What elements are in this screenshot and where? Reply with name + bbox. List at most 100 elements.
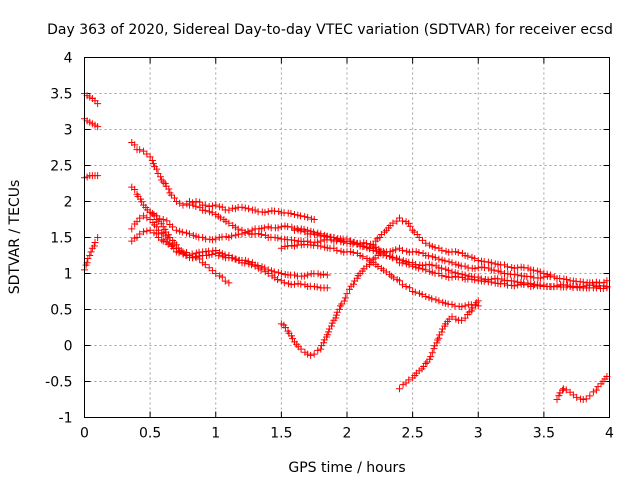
data-point-interp: [228, 254, 236, 262]
data-point: [251, 206, 259, 214]
data-point-interp: [261, 208, 269, 216]
data-point-interp: [430, 345, 438, 353]
x-tick-label: 4: [605, 426, 614, 442]
data-point-interp: [208, 209, 216, 217]
data-point-interp: [261, 264, 269, 272]
data-point: [461, 271, 469, 279]
data-point-interp: [222, 217, 230, 225]
data-point: [448, 268, 456, 276]
data-point: [179, 201, 187, 209]
data-point-interp: [477, 275, 485, 283]
data-point: [86, 252, 94, 259]
data-point-interp: [297, 280, 305, 288]
data-point: [310, 350, 318, 358]
data-point-interp: [438, 272, 446, 280]
data-point: [91, 239, 99, 247]
data-point: [389, 219, 397, 227]
data-point-interp: [428, 295, 436, 303]
data-point: [159, 216, 167, 223]
data-point-interp: [406, 222, 414, 230]
data-point: [291, 271, 298, 279]
data-point-interp: [418, 291, 426, 299]
data-point-interp: [168, 223, 176, 231]
data-point: [153, 165, 161, 173]
data-point: [225, 206, 233, 214]
data-point: [245, 205, 253, 213]
data-point-interp: [228, 232, 236, 240]
data-point: [212, 235, 220, 243]
data-point-interp: [300, 272, 308, 280]
data-point: [474, 297, 482, 305]
data-point: [94, 234, 102, 241]
data-point-interp: [562, 386, 570, 394]
data-point: [474, 257, 482, 265]
data-point-interp: [333, 246, 341, 254]
data-point-interp: [556, 274, 564, 282]
data-point-interp: [444, 266, 452, 274]
y-tick-label: 3: [64, 123, 73, 139]
data-point: [369, 241, 377, 249]
data-point-interp: [415, 264, 423, 272]
data-point: [264, 223, 272, 231]
data-point-interp: [177, 247, 185, 255]
data-point: [396, 214, 403, 222]
data-point: [553, 396, 561, 403]
data-series: [81, 90, 611, 403]
data-point-interp: [464, 252, 472, 260]
data-point-interp: [176, 199, 184, 207]
data-point-interp: [332, 314, 340, 322]
data-point: [172, 226, 180, 234]
data-point: [592, 284, 600, 292]
chart-title: Day 363 of 2020, Sidereal Day-to-day VTE…: [47, 22, 613, 38]
x-tick-label: 2: [343, 426, 352, 442]
data-point: [323, 271, 331, 279]
data-point-interp: [543, 270, 551, 278]
data-point-interp: [167, 191, 175, 199]
data-point-interp: [143, 214, 151, 222]
data-point-interp: [157, 173, 165, 181]
data-point: [527, 272, 535, 280]
data-point: [330, 234, 338, 241]
data-point: [304, 271, 312, 279]
data-point-interp: [359, 253, 367, 261]
data-point: [94, 100, 102, 108]
data-point-interp: [594, 383, 602, 391]
data-point-interp: [346, 237, 354, 245]
data-point: [409, 259, 417, 267]
data-point-interp: [281, 324, 289, 331]
data-point-interp: [136, 146, 144, 154]
data-point: [586, 392, 594, 400]
data-point: [199, 234, 207, 241]
data-point-interp: [208, 236, 216, 244]
data-point-interp: [257, 266, 265, 274]
data-point-interp: [234, 225, 242, 233]
data-point-interp: [261, 268, 269, 276]
data-point: [474, 264, 482, 272]
data-point: [317, 242, 325, 250]
data-point: [153, 230, 161, 238]
data-point-interp: [335, 305, 343, 313]
data-point-interp: [328, 319, 336, 327]
data-point-interp: [158, 236, 166, 244]
data-point-interp: [254, 262, 262, 270]
data-point-interp: [296, 212, 304, 220]
data-point: [409, 226, 417, 234]
y-tick-label: 3.5: [50, 87, 72, 103]
data-point-interp: [481, 264, 489, 272]
data-point-interp: [458, 316, 466, 324]
data-point: [487, 259, 495, 267]
data-point-interp: [150, 212, 158, 220]
data-point-interp: [280, 279, 288, 287]
data-point: [94, 172, 102, 180]
x-tick-label: 1: [211, 426, 220, 442]
data-point: [487, 275, 495, 283]
data-point-interp: [471, 255, 479, 263]
data-point: [350, 280, 358, 288]
data-point-interp: [536, 268, 544, 276]
data-point-interp: [399, 381, 407, 389]
data-point-interp: [87, 248, 95, 256]
data-point-interp: [273, 276, 281, 283]
y-tick-label: 0: [64, 339, 73, 355]
data-point: [579, 396, 587, 403]
